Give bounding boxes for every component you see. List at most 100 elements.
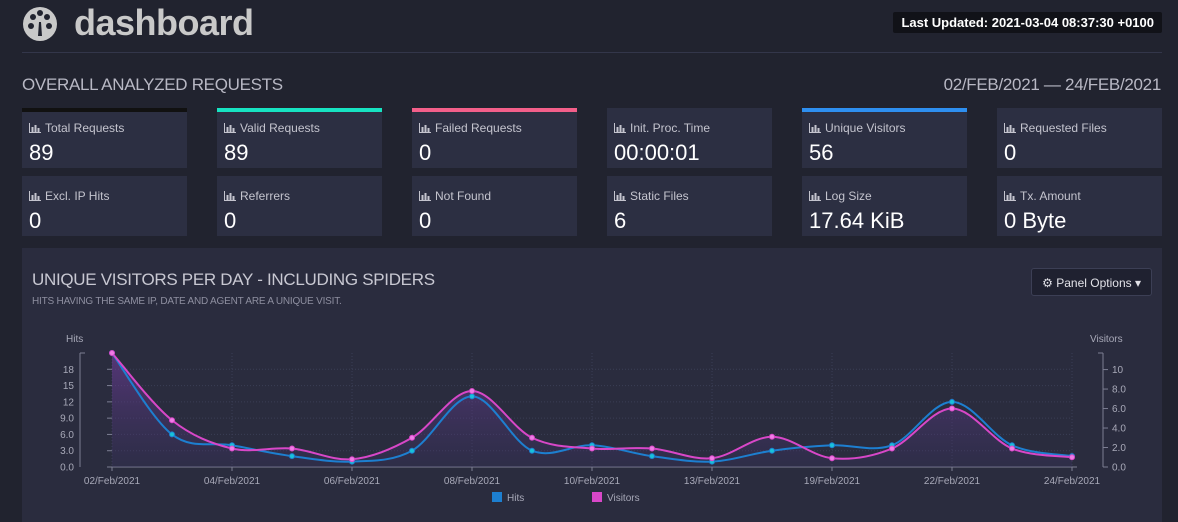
visitors-data-point[interactable] [169, 417, 175, 424]
panel-options-label: Panel Options [1056, 276, 1132, 290]
stat-card-value: 6 [614, 208, 627, 233]
stat-card-value: 0 [29, 208, 42, 233]
visitors-data-point[interactable] [469, 388, 475, 394]
visitors-data-point[interactable] [1069, 454, 1075, 461]
stat-card-label: Referrers [224, 189, 290, 203]
visitors-data-point[interactable] [349, 456, 355, 463]
x-tick-label: 19/Feb/2021 [804, 476, 861, 487]
bar-chart-icon [1004, 191, 1016, 201]
hits-data-point[interactable] [289, 453, 295, 460]
stat-card-value: 0 [224, 208, 237, 233]
visitors-data-point[interactable] [229, 445, 235, 452]
x-tick-label: 24/Feb/2021 [1044, 476, 1101, 487]
stat-card-label-text: Log Size [825, 189, 872, 203]
stat-card: Requested Files 0 [997, 108, 1162, 168]
visitors-data-point[interactable] [949, 405, 955, 412]
gear-icon: ⚙ [1042, 276, 1053, 290]
last-updated-badge: Last Updated: 2021-03-04 08:37:30 +0100 [893, 12, 1162, 33]
y-axis-label-right: Visitors [1090, 334, 1123, 345]
stat-card-label-text: Not Found [435, 189, 492, 203]
panel-options-button[interactable]: ⚙ Panel Options ▾ [1031, 268, 1152, 296]
stat-card-label: Unique Visitors [809, 121, 905, 135]
hits-series-line [111, 352, 1073, 463]
stat-card-value: 89 [224, 140, 249, 165]
stat-card-value: 56 [809, 140, 834, 165]
overall-cards: Total Requests 89 Valid Requests 89 Failed R… [22, 108, 1162, 238]
bar-chart-icon [29, 123, 41, 133]
visitors-data-point[interactable] [289, 445, 295, 452]
visitors-data-point[interactable] [589, 445, 595, 452]
visitors-data-point[interactable] [829, 455, 835, 462]
bar-chart-icon [809, 123, 821, 133]
stat-card-value: 00:00:01 [614, 140, 700, 165]
panel-subtitle: HITS HAVING THE SAME IP, DATE AND AGENT … [32, 296, 342, 307]
bar-chart-icon [224, 123, 236, 133]
y-tick-label-left: 3.0 [60, 446, 74, 457]
stat-card: Excl. IP Hits 0 [22, 176, 187, 236]
hits-data-point[interactable] [469, 393, 475, 400]
legend-label-visitors[interactable]: Visitors [607, 493, 640, 504]
legend-swatch-hits[interactable] [492, 492, 502, 502]
stat-card-label-text: Unique Visitors [825, 121, 906, 135]
stat-card-value: 0 [1004, 140, 1017, 165]
visitors-area [112, 353, 1072, 467]
stat-card: Total Requests 89 [22, 108, 187, 168]
stat-card-label: Init. Proc. Time [614, 121, 710, 135]
legend-label-hits[interactable]: Hits [507, 493, 524, 504]
y-tick-label-left: 0.0 [60, 463, 74, 474]
y-tick-label-left: 9.0 [60, 414, 74, 425]
stat-card-label: Not Found [419, 189, 491, 203]
y-tick-label-left: 12 [63, 397, 75, 408]
visitors-data-point[interactable] [709, 455, 715, 462]
stat-card-label-text: Static Files [630, 189, 689, 203]
visitors-data-point[interactable] [109, 350, 115, 356]
y-tick-label-left: 15 [63, 381, 75, 392]
y-tick-label-right: 2.0 [1112, 443, 1126, 454]
stat-card-value: 0 Byte [1004, 208, 1067, 233]
hits-data-point[interactable] [169, 431, 175, 438]
overall-title: OVERALL ANALYZED REQUESTS [22, 75, 283, 94]
bar-chart-icon [224, 191, 236, 201]
stat-card-value: 17.64 KiB [809, 208, 905, 233]
stat-card-label: Requested Files [1004, 121, 1107, 135]
stat-card-label-text: Tx. Amount [1020, 189, 1081, 203]
hits-data-point[interactable] [409, 447, 415, 454]
hits-data-point[interactable] [529, 447, 535, 454]
visitors-series-line [111, 352, 1073, 461]
visitors-data-point[interactable] [1009, 445, 1015, 452]
visitors-data-point[interactable] [649, 445, 655, 452]
stat-card-label-text: Failed Requests [435, 121, 522, 135]
hits-data-point[interactable] [829, 442, 835, 449]
hits-data-point[interactable] [949, 398, 955, 405]
stat-card-label: Tx. Amount [1004, 189, 1081, 203]
visitors-data-point[interactable] [409, 434, 415, 441]
stat-card-label-text: Excl. IP Hits [45, 189, 110, 203]
stat-card: Unique Visitors 56 [802, 108, 967, 168]
panel-title: UNIQUE VISITORS PER DAY - INCLUDING SPID… [32, 270, 435, 289]
y-tick-label-left: 18 [63, 365, 75, 376]
x-tick-label: 08/Feb/2021 [444, 476, 501, 487]
x-tick-label: 22/Feb/2021 [924, 476, 981, 487]
visitors-data-point[interactable] [769, 433, 775, 440]
hits-data-point[interactable] [649, 453, 655, 460]
x-tick-label: 02/Feb/2021 [84, 476, 141, 487]
visitors-data-point[interactable] [529, 434, 535, 441]
visitors-data-point[interactable] [889, 445, 895, 452]
stat-card-label-text: Init. Proc. Time [630, 121, 711, 135]
bar-chart-icon [419, 191, 431, 201]
stat-card-label: Log Size [809, 189, 872, 203]
x-tick-label: 13/Feb/2021 [684, 476, 741, 487]
stat-card: Tx. Amount 0 Byte [997, 176, 1162, 236]
stat-card: Failed Requests 0 [412, 108, 577, 168]
y-tick-label-right: 6.0 [1112, 404, 1126, 415]
hits-data-point[interactable] [769, 447, 775, 454]
stat-card: Not Found 0 [412, 176, 577, 236]
bar-chart-icon [614, 123, 626, 133]
x-tick-label: 10/Feb/2021 [564, 476, 621, 487]
y-axis-label-left: Hits [66, 334, 83, 345]
bar-chart-icon [809, 191, 821, 201]
y-tick-label-right: 4.0 [1112, 424, 1126, 435]
legend-swatch-visitors[interactable] [592, 492, 602, 502]
x-tick-label: 06/Feb/2021 [324, 476, 381, 487]
